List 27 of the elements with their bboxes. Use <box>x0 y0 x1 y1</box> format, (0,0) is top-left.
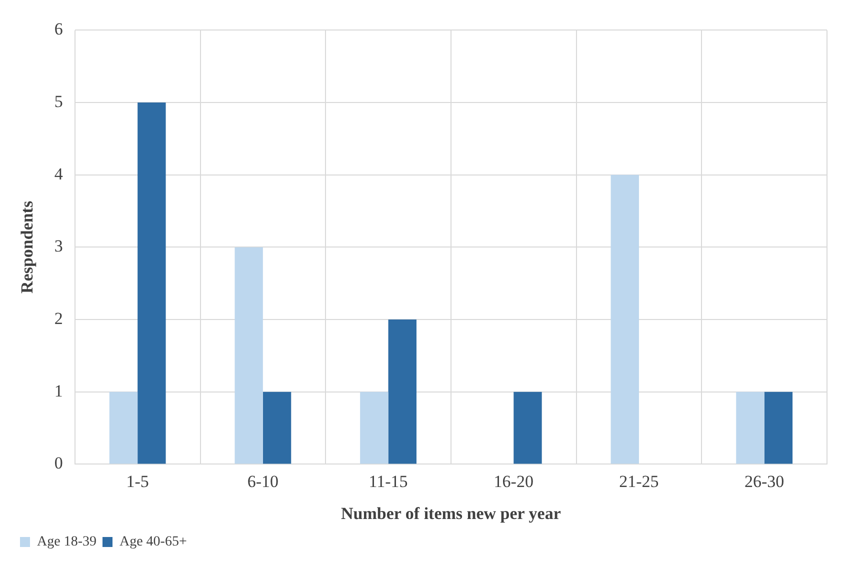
x-tick-label: 11-15 <box>368 472 408 491</box>
x-tick-label: 1-5 <box>126 472 149 491</box>
x-tick-label: 6-10 <box>247 472 279 491</box>
y-tick-label: 4 <box>54 164 64 184</box>
bar <box>514 392 542 464</box>
y-tick-label: 3 <box>54 236 63 256</box>
y-tick-label: 0 <box>54 454 63 473</box>
bar <box>610 174 639 464</box>
bar <box>109 392 138 464</box>
bar <box>138 102 166 464</box>
bar <box>388 320 416 464</box>
x-axis-title: Number of items new per year <box>341 504 562 524</box>
x-tick-label: 26-30 <box>744 472 784 491</box>
y-axis-title: Respondents <box>18 200 37 294</box>
y-tick-label: 1 <box>54 381 63 400</box>
y-tick-label: 2 <box>54 309 63 328</box>
y-tick-label: 5 <box>54 92 63 111</box>
legend-label: Age 18-39 <box>37 534 96 550</box>
bar <box>764 392 793 464</box>
y-tick-label: 6 <box>54 20 63 39</box>
bar <box>360 392 388 464</box>
bar <box>736 392 764 464</box>
bar <box>262 392 292 464</box>
x-tick-label: 16-20 <box>494 472 534 491</box>
bar <box>234 247 263 464</box>
x-tick-label: 21-25 <box>619 472 659 491</box>
legend-label: Age 40-65+ <box>119 534 187 550</box>
